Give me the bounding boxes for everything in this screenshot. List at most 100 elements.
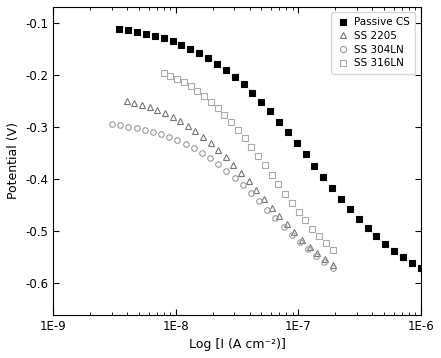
SS 2205 (231, 163, 236, 167)
SS 316LN (161, 71, 166, 75)
SS 316LN (195, 89, 200, 93)
SS 2205 (139, 103, 145, 107)
Passive CS (241, 82, 246, 87)
SS 304LN (297, 240, 303, 245)
SS 2205 (185, 124, 191, 128)
SS 304LN (118, 123, 123, 127)
Passive CS (329, 186, 335, 190)
SS 304LN (207, 156, 213, 160)
Passive CS (418, 266, 423, 270)
Passive CS (232, 74, 237, 79)
Passive CS (321, 175, 326, 179)
Passive CS (338, 197, 344, 201)
SS 2205 (284, 222, 289, 227)
SS 304LN (273, 216, 278, 221)
SS 304LN (305, 247, 310, 252)
SS 304LN (248, 191, 254, 195)
SS 316LN (283, 192, 288, 196)
Passive CS (126, 28, 131, 32)
SS 316LN (310, 227, 315, 231)
SS 304LN (216, 162, 221, 166)
SS 2205 (262, 197, 267, 201)
Y-axis label: Potential (V): Potential (V) (7, 122, 20, 199)
X-axis label: Log [I (A cm⁻²)]: Log [I (A cm⁻²)] (189, 338, 285, 351)
SS 316LN (255, 154, 261, 158)
SS 304LN (314, 254, 319, 258)
SS 2205 (314, 251, 320, 255)
Passive CS (214, 62, 220, 66)
SS 316LN (262, 163, 268, 168)
Line: SS 2205: SS 2205 (124, 98, 335, 267)
Passive CS (383, 242, 388, 246)
SS 304LN (256, 199, 262, 204)
SS 316LN (175, 77, 180, 81)
SS 2205 (162, 111, 168, 116)
SS 304LN (109, 122, 115, 126)
SS 304LN (175, 138, 180, 142)
SS 2205 (277, 214, 282, 218)
Passive CS (197, 51, 202, 55)
SS 316LN (269, 173, 274, 177)
SS 304LN (158, 132, 164, 136)
SS 316LN (276, 182, 281, 187)
Passive CS (392, 249, 397, 253)
SS 2205 (124, 99, 130, 103)
SS 316LN (235, 128, 240, 132)
SS 316LN (289, 201, 295, 205)
Passive CS (356, 217, 361, 221)
Passive CS (267, 109, 273, 113)
SS 304LN (330, 265, 335, 270)
SS 2205 (254, 188, 259, 192)
SS 2205 (239, 171, 244, 175)
SS 2205 (147, 105, 152, 110)
SS 2205 (132, 101, 137, 105)
Passive CS (312, 164, 317, 168)
Passive CS (258, 100, 264, 104)
SS 2205 (322, 257, 328, 261)
Passive CS (400, 255, 406, 260)
SS 304LN (183, 141, 188, 146)
SS 304LN (167, 135, 172, 139)
SS 304LN (232, 175, 237, 180)
SS 304LN (224, 168, 229, 173)
Passive CS (303, 152, 308, 156)
Legend: Passive CS, SS 2205, SS 304LN, SS 316LN: Passive CS, SS 2205, SS 304LN, SS 316LN (332, 12, 415, 73)
SS 304LN (134, 126, 139, 130)
Passive CS (347, 207, 352, 211)
SS 316LN (202, 94, 207, 98)
SS 2205 (193, 129, 198, 133)
SS 304LN (126, 124, 131, 129)
SS 2205 (307, 245, 312, 249)
SS 2205 (269, 205, 274, 210)
SS 304LN (191, 146, 196, 150)
SS 304LN (142, 127, 147, 132)
SS 304LN (281, 224, 286, 229)
Passive CS (179, 43, 184, 47)
SS 316LN (222, 113, 227, 117)
Passive CS (294, 141, 299, 145)
SS 2205 (216, 147, 221, 152)
SS 316LN (249, 145, 254, 149)
Passive CS (170, 39, 175, 43)
Passive CS (409, 261, 415, 265)
SS 316LN (181, 80, 187, 84)
SS 2205 (178, 119, 183, 123)
Passive CS (188, 47, 193, 51)
Passive CS (143, 32, 149, 36)
SS 304LN (322, 260, 327, 264)
SS 316LN (168, 73, 173, 78)
SS 304LN (289, 232, 294, 237)
SS 304LN (265, 208, 270, 212)
Passive CS (285, 130, 291, 134)
Passive CS (206, 56, 211, 60)
Passive CS (250, 91, 255, 95)
SS 304LN (240, 183, 245, 187)
SS 2205 (292, 230, 297, 234)
SS 304LN (199, 150, 205, 155)
SS 304LN (150, 130, 156, 134)
Line: Passive CS: Passive CS (117, 26, 423, 271)
Passive CS (365, 226, 370, 230)
Passive CS (374, 234, 379, 238)
SS 316LN (228, 120, 234, 124)
SS 316LN (296, 210, 301, 214)
